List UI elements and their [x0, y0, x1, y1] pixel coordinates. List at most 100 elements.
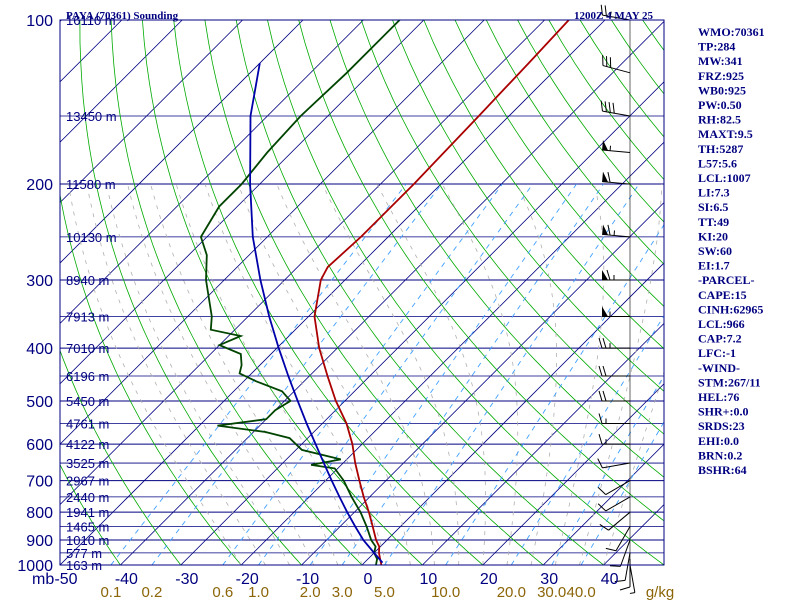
- wind-barb-half-feather: [629, 592, 635, 594]
- temperature-tick-label: -30: [175, 571, 198, 588]
- wind-barb-feather: [604, 5, 607, 16]
- dry-adiabat: [485, 20, 664, 265]
- moist-adiabat: [322, 183, 460, 565]
- indices-panel: WMO:70361TP:284MW:341FRZ:925WB0:925PW:0.…: [698, 25, 765, 477]
- wind-barb-feather: [600, 100, 603, 112]
- moist-adiabat: [68, 184, 242, 565]
- pressure-tick-label: 700: [26, 474, 53, 491]
- isotherm-line: [240, 141, 664, 565]
- index-entry: BSHR:64: [698, 463, 747, 477]
- height-label: 7010 m: [66, 341, 109, 356]
- index-entry: WB0:925: [698, 83, 746, 97]
- height-label: 1465 m: [66, 520, 109, 535]
- moist-adiabat: [376, 183, 486, 565]
- wind-barb: [629, 564, 636, 594]
- height-label: 3525 m: [66, 456, 109, 471]
- index-entry: MAXT:9.5: [698, 127, 753, 141]
- pressure-tick-label: 1000: [17, 558, 53, 575]
- height-label: 16110 m: [66, 13, 116, 28]
- wind-barb: [602, 55, 631, 74]
- index-entry: LCL:1007: [698, 171, 751, 185]
- wind-barb-flag: [602, 270, 608, 281]
- wind-barb-staff: [624, 552, 631, 581]
- temperature-tick-label: 20: [480, 571, 498, 588]
- height-label: 2967 m: [66, 474, 109, 489]
- wind-barb-feather: [597, 487, 607, 495]
- wind-barb-staff: [605, 496, 631, 512]
- pressure-tick-label: 100: [26, 13, 53, 30]
- dewpoint-curve: [199, 20, 401, 565]
- wind-barb-feather: [597, 503, 607, 512]
- dry-adiabat: [579, 20, 664, 138]
- wind-barb-feather: [608, 102, 611, 113]
- dry-adiabat: [517, 20, 664, 223]
- height-label: 6196 m: [66, 369, 109, 384]
- dry-adiabat: [454, 20, 664, 307]
- index-entry: EHI:0.0: [698, 434, 739, 448]
- wind-barb-feather: [602, 365, 607, 377]
- wind-barb-flag: [602, 140, 609, 151]
- wind-barb-staff: [629, 564, 636, 593]
- wind-barb-half-feather: [609, 11, 612, 17]
- wind-barb-feather: [605, 547, 617, 552]
- index-entry: TH:5287: [698, 142, 743, 156]
- wind-barb: [602, 306, 630, 318]
- temperature-tick-label: -50: [54, 571, 77, 588]
- height-label: 10130 m: [66, 230, 117, 245]
- mixing-ratio-line: [510, 314, 664, 565]
- mixing-ratio-line: [151, 183, 442, 565]
- wind-barb-feather: [600, 4, 603, 16]
- height-label: 1010 m: [66, 533, 109, 548]
- index-entry: KI:20: [698, 229, 728, 243]
- wind-barb: [600, 100, 631, 117]
- wind-barb-feather: [602, 337, 607, 349]
- mixing-ratio-label: 10.0: [431, 584, 460, 600]
- wind-barb-feather: [619, 586, 631, 591]
- height-label: 7913 m: [66, 310, 109, 325]
- mixing-ratio-label: 20.0: [497, 584, 526, 600]
- dry-adiabat: [79, 20, 302, 565]
- isotherm-line: [60, 20, 425, 385]
- isotherm-line: [60, 20, 606, 565]
- wind-barb-feather: [609, 565, 621, 567]
- temperature-tick-label: 0: [364, 571, 373, 588]
- dry-adiabat: [142, 20, 423, 565]
- index-entry: -WIND-: [698, 361, 740, 375]
- dry-adiabat: [60, 349, 182, 565]
- mixing-ratio-line: [384, 183, 640, 565]
- mixing-ratio-line: [110, 183, 407, 565]
- wind-barb: [609, 539, 631, 567]
- dry-adiabat: [548, 20, 664, 181]
- wind-barb-flag: [602, 171, 609, 183]
- isotherm-line: [542, 443, 664, 565]
- height-label: 8940 m: [66, 273, 109, 288]
- index-entry: SHR+:0.0: [698, 405, 749, 419]
- index-entry: RH:82.5: [698, 113, 741, 127]
- wind-barb-feather: [602, 390, 607, 402]
- index-entry: WMO:70361: [698, 25, 765, 39]
- wind-barb: [598, 390, 630, 402]
- wind-barb-feather: [599, 524, 609, 531]
- isotherm-line: [422, 322, 664, 565]
- wind-barb-feather: [614, 579, 626, 583]
- wind-barb-feather: [612, 102, 615, 114]
- moist-adiabat: [175, 183, 363, 565]
- wind-barb: [598, 337, 630, 349]
- sounding-time: 1200Z 4 MAY 25: [574, 10, 653, 22]
- wind-barb: [598, 433, 630, 445]
- mixing-ratio-label: 5.0: [374, 584, 395, 600]
- isotherm-line: [60, 20, 304, 264]
- isotherm-line: [120, 20, 664, 565]
- moist-adiabat: [204, 183, 387, 565]
- dry-adiabat: [235, 20, 604, 565]
- mixing-ratio-line: [309, 183, 577, 565]
- index-entry: LFC:-1: [698, 346, 736, 360]
- index-entry: CAPE:15: [698, 288, 747, 302]
- dry-adiabat: [110, 20, 363, 565]
- dry-adiabat: [173, 20, 484, 565]
- height-label: 11580 m: [66, 177, 116, 192]
- mixing-ratio-label: 0.2: [141, 584, 162, 600]
- index-entry: LI:7.3: [698, 186, 730, 200]
- dry-adiabat: [204, 20, 544, 565]
- wind-barb-feather: [598, 365, 603, 377]
